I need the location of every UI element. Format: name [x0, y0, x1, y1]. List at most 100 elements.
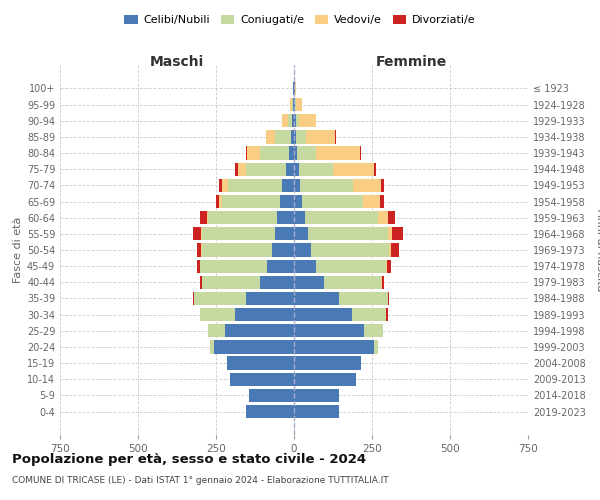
- Bar: [294, 130, 296, 143]
- Bar: [200, 211, 206, 224]
- Bar: [290, 98, 292, 111]
- Bar: [222, 179, 229, 192]
- Bar: [206, 211, 208, 224]
- Bar: [391, 244, 398, 256]
- Bar: [378, 211, 388, 224]
- Bar: [294, 356, 361, 370]
- Bar: [294, 308, 352, 321]
- Bar: [291, 130, 294, 143]
- Bar: [201, 227, 202, 240]
- Bar: [200, 260, 268, 273]
- Bar: [353, 179, 382, 192]
- Bar: [311, 244, 389, 256]
- Bar: [388, 211, 395, 224]
- Bar: [295, 98, 296, 111]
- Bar: [339, 292, 388, 305]
- Bar: [200, 308, 235, 321]
- Bar: [296, 98, 302, 111]
- Bar: [289, 146, 294, 160]
- Bar: [296, 130, 306, 143]
- Bar: [352, 308, 386, 321]
- Bar: [294, 324, 364, 338]
- Y-axis label: Anni di nascita: Anni di nascita: [595, 209, 600, 291]
- Bar: [294, 82, 295, 95]
- Text: Popolazione per età, sesso e stato civile - 2024: Popolazione per età, sesso e stato civil…: [12, 452, 366, 466]
- Bar: [272, 244, 294, 256]
- Bar: [386, 308, 388, 321]
- Bar: [364, 324, 383, 338]
- Bar: [305, 211, 378, 224]
- Bar: [230, 372, 294, 386]
- Bar: [294, 292, 339, 305]
- Bar: [219, 195, 222, 208]
- Bar: [281, 114, 288, 128]
- Bar: [294, 227, 308, 240]
- Bar: [238, 162, 245, 176]
- Bar: [294, 405, 339, 418]
- Bar: [292, 98, 293, 111]
- Bar: [222, 195, 280, 208]
- Bar: [235, 162, 238, 176]
- Bar: [219, 179, 222, 192]
- Bar: [382, 276, 383, 289]
- Bar: [389, 244, 391, 256]
- Bar: [214, 340, 294, 353]
- Bar: [316, 146, 359, 160]
- Bar: [197, 244, 202, 256]
- Bar: [208, 211, 277, 224]
- Bar: [197, 260, 200, 273]
- Bar: [275, 130, 291, 143]
- Bar: [280, 195, 294, 208]
- Bar: [293, 98, 294, 111]
- Bar: [294, 276, 323, 289]
- Bar: [294, 211, 305, 224]
- Bar: [299, 114, 316, 128]
- Bar: [294, 260, 316, 273]
- Bar: [382, 179, 385, 192]
- Bar: [288, 114, 292, 128]
- Bar: [286, 162, 294, 176]
- Bar: [194, 292, 245, 305]
- Bar: [281, 179, 294, 192]
- Legend: Celibi/Nubili, Coniugati/e, Vedovi/e, Divorziati/e: Celibi/Nubili, Coniugati/e, Vedovi/e, Di…: [120, 10, 480, 30]
- Bar: [300, 179, 353, 192]
- Bar: [308, 227, 388, 240]
- Bar: [200, 276, 202, 289]
- Bar: [294, 146, 297, 160]
- Bar: [249, 389, 294, 402]
- Bar: [277, 211, 294, 224]
- Bar: [296, 114, 299, 128]
- Bar: [294, 114, 296, 128]
- Bar: [335, 130, 336, 143]
- Bar: [266, 130, 275, 143]
- Bar: [260, 276, 294, 289]
- Bar: [210, 340, 214, 353]
- Bar: [380, 195, 385, 208]
- Bar: [302, 195, 362, 208]
- Bar: [295, 82, 296, 95]
- Bar: [294, 389, 339, 402]
- Bar: [235, 308, 294, 321]
- Bar: [316, 260, 386, 273]
- Bar: [359, 146, 361, 160]
- Bar: [245, 292, 294, 305]
- Bar: [202, 227, 275, 240]
- Bar: [226, 324, 294, 338]
- Bar: [227, 356, 294, 370]
- Bar: [202, 244, 272, 256]
- Bar: [245, 146, 247, 160]
- Bar: [245, 162, 286, 176]
- Bar: [294, 244, 311, 256]
- Bar: [294, 179, 300, 192]
- Bar: [229, 179, 281, 192]
- Bar: [193, 292, 194, 305]
- Bar: [294, 162, 299, 176]
- Bar: [294, 340, 374, 353]
- Bar: [386, 260, 391, 273]
- Bar: [202, 276, 260, 289]
- Bar: [297, 146, 316, 160]
- Bar: [388, 227, 392, 240]
- Bar: [247, 146, 260, 160]
- Bar: [362, 195, 380, 208]
- Bar: [208, 324, 226, 338]
